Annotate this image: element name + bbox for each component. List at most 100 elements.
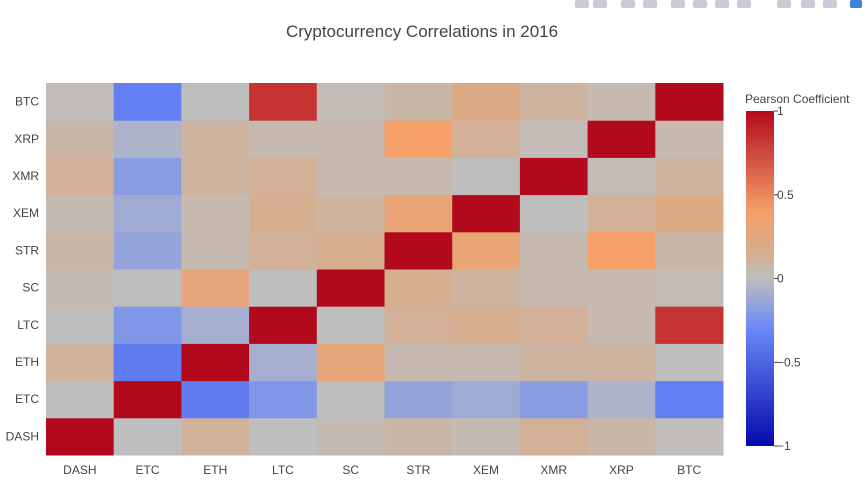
heatmap-cell-dash-str[interactable] bbox=[384, 417, 453, 456]
heatmap-cell-str-str[interactable] bbox=[384, 231, 453, 270]
heatmap-cell-btc-etc[interactable] bbox=[113, 83, 182, 121]
heatmap-cell-str-ltc[interactable] bbox=[249, 231, 318, 270]
heatmap-cell-sc-xmr[interactable] bbox=[519, 269, 589, 307]
heatmap-cell-xmr-ltc[interactable] bbox=[249, 157, 318, 196]
heatmap-cell-etc-etc[interactable] bbox=[113, 380, 182, 419]
heatmap-cell-xem-sc[interactable] bbox=[316, 194, 385, 233]
heatmap-cell-xem-str[interactable] bbox=[384, 194, 453, 233]
heatmap-cell-xmr-btc[interactable] bbox=[655, 157, 724, 196]
heatmap-cell-xrp-xmr[interactable] bbox=[519, 120, 589, 158]
heatmap-cell-xem-xem[interactable] bbox=[452, 194, 521, 233]
heatmap-cell-xmr-xem[interactable] bbox=[452, 157, 521, 196]
heatmap-cell-xmr-etc[interactable] bbox=[113, 157, 182, 196]
heatmap-cell-btc-xrp[interactable] bbox=[587, 83, 656, 121]
heatmap-cell-dash-etc[interactable] bbox=[113, 417, 182, 456]
heatmap-cell-eth-dash[interactable] bbox=[46, 343, 115, 382]
heatmap-cell-sc-eth[interactable] bbox=[181, 269, 250, 307]
heatmap-cell-etc-ltc[interactable] bbox=[249, 380, 318, 419]
heatmap-cell-xem-eth[interactable] bbox=[181, 194, 250, 233]
heatmap-cell-etc-xem[interactable] bbox=[452, 380, 521, 419]
heatmap-cell-sc-xem[interactable] bbox=[452, 269, 521, 307]
heatmap-cell-xem-btc[interactable] bbox=[655, 194, 724, 233]
heatmap-cell-eth-btc[interactable] bbox=[655, 343, 724, 382]
heatmap-cell-etc-btc[interactable] bbox=[655, 380, 724, 419]
save-icon[interactable] bbox=[593, 0, 607, 8]
heatmap-cell-xrp-xem[interactable] bbox=[452, 120, 521, 158]
heatmap-cell-ltc-eth[interactable] bbox=[181, 306, 250, 344]
heatmap-cell-eth-xem[interactable] bbox=[452, 343, 521, 382]
heatmap-cell-btc-xem[interactable] bbox=[452, 83, 521, 121]
heatmap-cell-etc-dash[interactable] bbox=[46, 380, 115, 419]
heatmap-cell-btc-ltc[interactable] bbox=[249, 83, 318, 121]
heatmap-cell-eth-etc[interactable] bbox=[113, 343, 182, 382]
heatmap-cell-dash-sc[interactable] bbox=[316, 417, 385, 456]
heatmap-cell-str-dash[interactable] bbox=[46, 231, 115, 270]
heatmap-cell-sc-ltc[interactable] bbox=[249, 269, 318, 307]
heatmap-cell-ltc-xem[interactable] bbox=[452, 306, 521, 344]
heatmap-cell-str-btc[interactable] bbox=[655, 231, 724, 270]
heatmap-cell-ltc-sc[interactable] bbox=[316, 306, 385, 344]
hover-closest-icon[interactable] bbox=[777, 0, 791, 8]
heatmap-cell-dash-dash[interactable] bbox=[46, 417, 115, 456]
zoom-out-icon[interactable] bbox=[693, 0, 707, 8]
heatmap-cell-str-xrp[interactable] bbox=[587, 231, 656, 270]
heatmap-cell-dash-xmr[interactable] bbox=[519, 417, 589, 456]
heatmap-cell-xrp-ltc[interactable] bbox=[249, 120, 318, 158]
zoom-icon[interactable] bbox=[621, 0, 635, 8]
heatmap-cell-xem-ltc[interactable] bbox=[249, 194, 318, 233]
heatmap-cell-str-xem[interactable] bbox=[452, 231, 521, 270]
heatmap-cell-sc-dash[interactable] bbox=[46, 269, 115, 307]
heatmap-cell-btc-btc[interactable] bbox=[655, 83, 724, 121]
heatmap-cell-xrp-eth[interactable] bbox=[181, 120, 250, 158]
heatmap-cell-ltc-xrp[interactable] bbox=[587, 306, 656, 344]
heatmap-cell-str-eth[interactable] bbox=[181, 231, 250, 270]
heatmap-cell-xmr-xmr[interactable] bbox=[519, 157, 589, 196]
plotly-logo-icon[interactable] bbox=[850, 0, 862, 8]
autoscale-icon[interactable] bbox=[715, 0, 729, 8]
heatmap-cell-xrp-dash[interactable] bbox=[46, 120, 115, 158]
heatmap-cell-dash-eth[interactable] bbox=[181, 417, 250, 456]
heatmap-cell-xmr-dash[interactable] bbox=[46, 157, 115, 196]
heatmap-cell-sc-btc[interactable] bbox=[655, 269, 724, 307]
heatmap-cell-xrp-str[interactable] bbox=[384, 120, 453, 158]
pan-icon[interactable] bbox=[643, 0, 657, 8]
heatmap-cell-dash-btc[interactable] bbox=[655, 417, 724, 456]
heatmap-cell-ltc-str[interactable] bbox=[384, 306, 453, 344]
heatmap-cell-etc-xmr[interactable] bbox=[519, 380, 589, 419]
heatmap-cell-etc-xrp[interactable] bbox=[587, 380, 656, 419]
heatmap-cell-eth-str[interactable] bbox=[384, 343, 453, 382]
zoom-in-icon[interactable] bbox=[671, 0, 685, 8]
camera-icon[interactable] bbox=[575, 0, 589, 8]
heatmap-cell-etc-sc[interactable] bbox=[316, 380, 385, 419]
heatmap-cell-eth-sc[interactable] bbox=[316, 343, 385, 382]
heatmap-cell-sc-etc[interactable] bbox=[113, 269, 182, 307]
hover-compare-icon[interactable] bbox=[801, 0, 815, 8]
heatmap-cell-eth-ltc[interactable] bbox=[249, 343, 318, 382]
heatmap-cell-xmr-sc[interactable] bbox=[316, 157, 385, 196]
spike-lines-icon[interactable] bbox=[823, 0, 837, 8]
heatmap-cell-dash-xem[interactable] bbox=[452, 417, 521, 456]
heatmap-cell-ltc-btc[interactable] bbox=[655, 306, 724, 344]
heatmap-cell-str-etc[interactable] bbox=[113, 231, 182, 270]
heatmap-cell-btc-str[interactable] bbox=[384, 83, 453, 121]
heatmap-cell-str-sc[interactable] bbox=[316, 231, 385, 270]
heatmap-cell-ltc-xmr[interactable] bbox=[519, 306, 589, 344]
heatmap-cell-btc-xmr[interactable] bbox=[519, 83, 589, 121]
heatmap-cell-dash-ltc[interactable] bbox=[249, 417, 318, 456]
heatmap-cell-str-xmr[interactable] bbox=[519, 231, 589, 270]
heatmap-cell-btc-dash[interactable] bbox=[46, 83, 115, 121]
heatmap-cell-sc-str[interactable] bbox=[384, 269, 453, 307]
heatmap-cell-ltc-dash[interactable] bbox=[46, 306, 115, 344]
heatmap-cell-ltc-ltc[interactable] bbox=[249, 306, 318, 344]
heatmap-cell-xrp-etc[interactable] bbox=[113, 120, 182, 158]
heatmap-cell-xrp-sc[interactable] bbox=[316, 120, 385, 158]
heatmap-cell-xmr-eth[interactable] bbox=[181, 157, 250, 196]
heatmap-cell-etc-eth[interactable] bbox=[181, 380, 250, 419]
heatmap-cell-xrp-btc[interactable] bbox=[655, 120, 724, 158]
heatmap-cell-xmr-xrp[interactable] bbox=[587, 157, 656, 196]
heatmap-cell-eth-xrp[interactable] bbox=[587, 343, 656, 382]
heatmap-cell-xrp-xrp[interactable] bbox=[587, 120, 656, 158]
heatmap-cell-xem-dash[interactable] bbox=[46, 194, 115, 233]
heatmap-cell-xem-etc[interactable] bbox=[113, 194, 182, 233]
heatmap-cell-dash-xrp[interactable] bbox=[587, 417, 656, 456]
